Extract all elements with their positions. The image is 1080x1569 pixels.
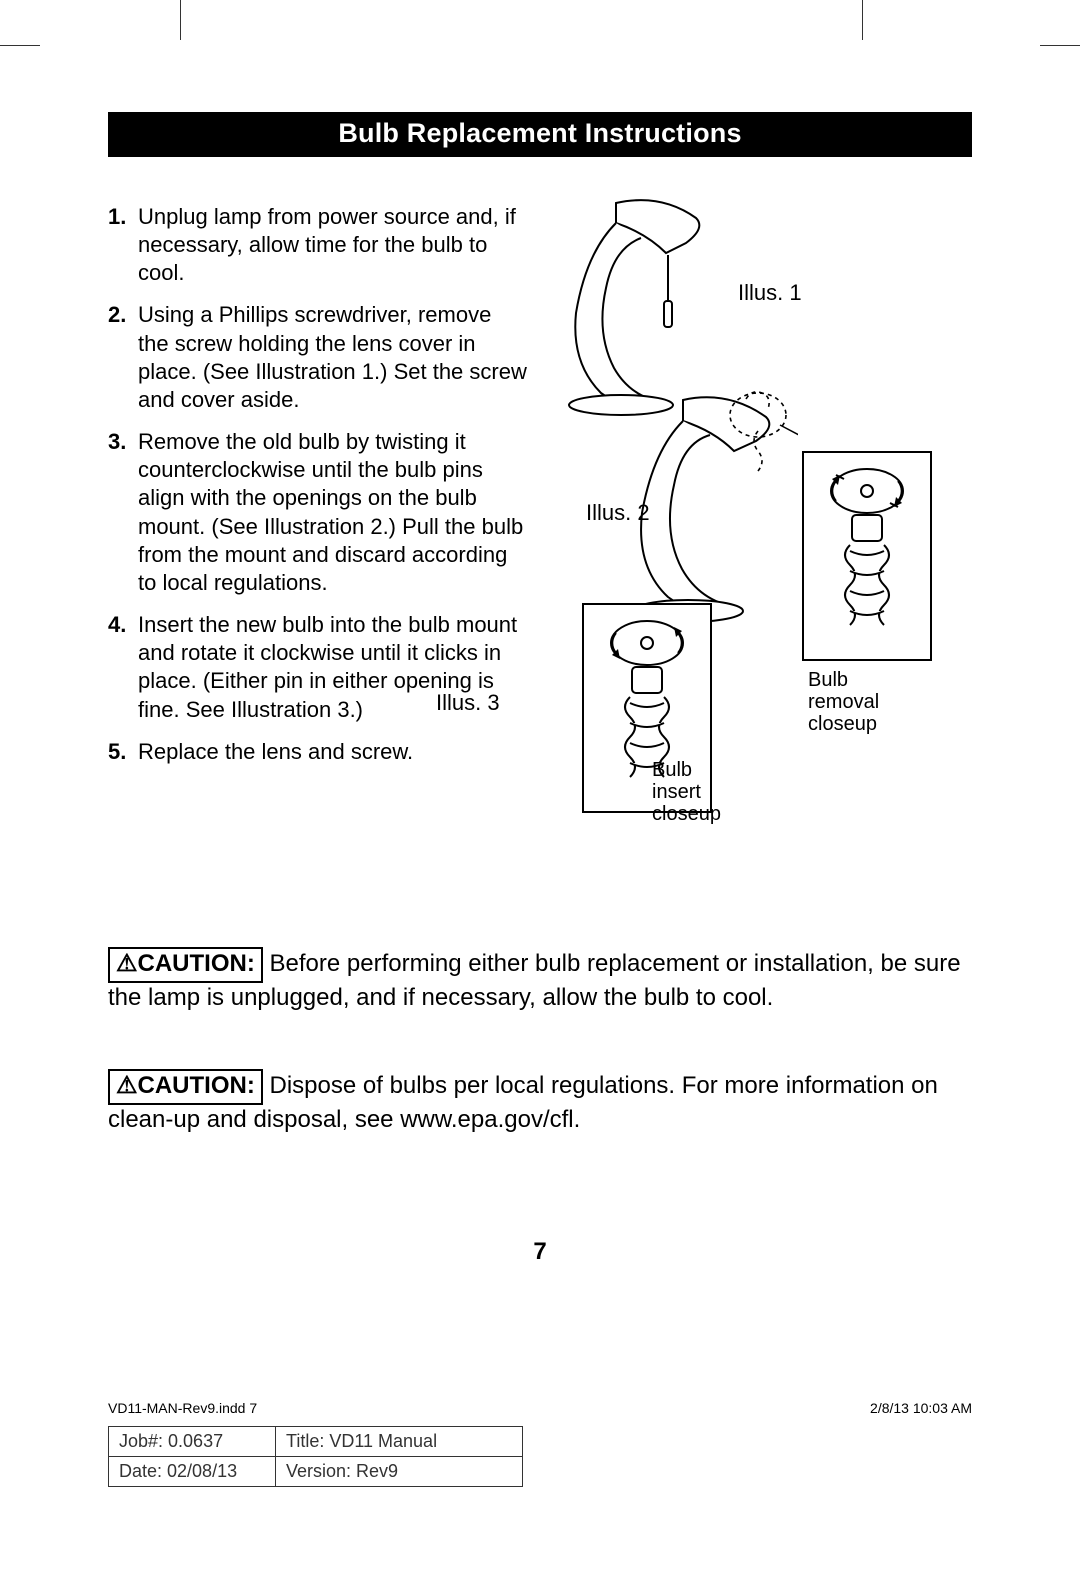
crop-mark (862, 0, 863, 40)
page-content: Bulb Replacement Instructions Unplug lam… (108, 112, 972, 1192)
step-3: Remove the old bulb by twisting it count… (136, 428, 528, 597)
meta-title: Title: VD11 Manual (276, 1427, 523, 1457)
caution-label: CAUTION: (138, 950, 255, 977)
meta-job: Job#: 0.0637 (109, 1427, 276, 1457)
meta-date: Date: 02/08/13 (109, 1457, 276, 1487)
page-number: 7 (108, 1238, 972, 1266)
insert-closeup-label: Bulb insert closeup (652, 759, 742, 825)
illus-2-label: Illus. 2 (586, 501, 650, 525)
body-columns: Unplug lamp from power source and, if ne… (108, 203, 972, 845)
section-title: Bulb Replacement Instructions (108, 112, 972, 157)
footer-filename: VD11-MAN-Rev9.indd 7 (108, 1400, 257, 1416)
illus-3-label: Illus. 3 (436, 691, 500, 715)
caution-2: ⚠CAUTION: Dispose of bulbs per local reg… (108, 1069, 972, 1135)
job-meta-table: Job#: 0.0637 Title: VD11 Manual Date: 02… (108, 1426, 523, 1487)
step-2: Using a Phillips screwdriver, remove the… (136, 301, 528, 414)
footer-timestamp: 2/8/13 10:03 AM (870, 1400, 972, 1416)
crop-mark (1040, 45, 1080, 46)
step-text: Remove the old bulb by twisting it count… (138, 429, 523, 595)
instruction-steps: Unplug lamp from power source and, if ne… (108, 203, 528, 845)
illus-1-label: Illus. 1 (738, 281, 802, 305)
crop-mark (180, 0, 181, 40)
caution-section: ⚠CAUTION: Before performing either bulb … (108, 947, 972, 1136)
caution-badge: ⚠CAUTION: (108, 947, 263, 983)
crop-mark (0, 45, 40, 46)
print-footer: VD11-MAN-Rev9.indd 7 2/8/13 10:03 AM Job… (108, 1400, 972, 1487)
caution-label: CAUTION: (138, 1072, 255, 1099)
removal-closeup-label: Bulb removal closeup (808, 669, 879, 735)
step-text: Unplug lamp from power source and, if ne… (138, 204, 516, 285)
illustrations: Illus. 1 (528, 203, 972, 845)
caution-badge: ⚠CAUTION: (108, 1069, 263, 1105)
step-text: Replace the lens and screw. (138, 739, 413, 764)
meta-version: Version: Rev9 (276, 1457, 523, 1487)
manual-page: Bulb Replacement Instructions Unplug lam… (0, 0, 1080, 1569)
step-5: Replace the lens and screw. (136, 738, 528, 766)
bulb-removal-closeup-icon (802, 451, 932, 661)
step-text: Using a Phillips screwdriver, remove the… (138, 302, 527, 411)
step-1: Unplug lamp from power source and, if ne… (136, 203, 528, 287)
caution-1: ⚠CAUTION: Before performing either bulb … (108, 947, 972, 1013)
